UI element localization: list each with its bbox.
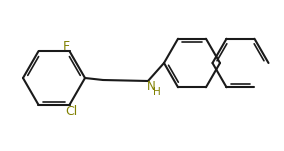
Text: Cl: Cl bbox=[65, 105, 78, 118]
Text: H: H bbox=[153, 87, 161, 97]
Text: N: N bbox=[147, 79, 155, 93]
Text: F: F bbox=[63, 40, 70, 53]
